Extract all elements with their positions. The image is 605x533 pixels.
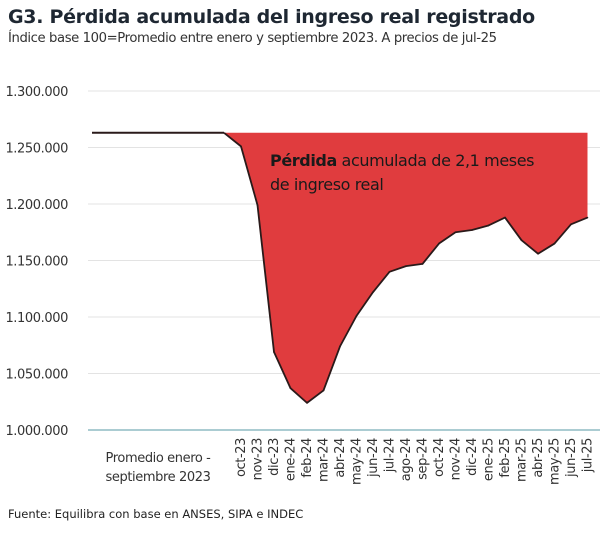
data-point bbox=[273, 351, 275, 353]
data-point bbox=[256, 204, 259, 206]
data-point bbox=[487, 224, 490, 227]
x-tick-label: mar-25 bbox=[515, 438, 530, 482]
data-point bbox=[355, 315, 358, 317]
x-tick-label: oct-23 bbox=[234, 438, 249, 477]
annotation-bold: Pérdida bbox=[270, 151, 337, 170]
annotation-line2: de ingreso real bbox=[270, 175, 383, 194]
data-point bbox=[454, 231, 457, 234]
x-tick-label: dic-23 bbox=[267, 438, 282, 476]
y-tick-label: 1.100.000 bbox=[5, 311, 68, 326]
data-point bbox=[240, 145, 242, 148]
chart-subtitle: Índice base 100=Promedio entre enero y s… bbox=[8, 31, 497, 46]
x-tick-label: feb-25 bbox=[498, 438, 513, 478]
data-point bbox=[471, 229, 473, 231]
x-tick-label: may-25 bbox=[548, 438, 563, 485]
data-point bbox=[322, 389, 325, 392]
data-point bbox=[537, 252, 539, 255]
annotation-rest: acumulada de 2,1 meses bbox=[337, 151, 534, 170]
x-tick-label: nov-23 bbox=[251, 438, 266, 480]
x-tick-label: ago-24 bbox=[399, 438, 414, 481]
loss-area bbox=[224, 132, 588, 403]
data-point bbox=[570, 223, 572, 226]
data-point bbox=[504, 216, 506, 219]
data-point bbox=[306, 402, 308, 404]
x-tick-label: abr-25 bbox=[531, 438, 546, 478]
x-tick-baseline-line2: septiembre 2023 bbox=[106, 470, 211, 485]
x-tick-label: may-24 bbox=[350, 438, 365, 485]
y-tick-label: 1.200.000 bbox=[5, 198, 68, 213]
data-point bbox=[586, 216, 589, 219]
y-tick-label: 1.000.000 bbox=[5, 424, 68, 439]
y-tick-label: 1.150.000 bbox=[5, 255, 68, 270]
data-point bbox=[520, 239, 523, 241]
chart-title: G3. Pérdida acumulada del ingreso real r… bbox=[8, 6, 535, 28]
data-point bbox=[405, 265, 407, 267]
x-tick-label: nov-24 bbox=[449, 438, 464, 480]
y-tick-label: 1.300.000 bbox=[5, 85, 68, 100]
data-point bbox=[372, 291, 374, 293]
x-tick-label: jul-24 bbox=[383, 438, 398, 473]
x-tick-label: jun-24 bbox=[366, 438, 381, 478]
data-point bbox=[289, 387, 292, 389]
data-point bbox=[438, 242, 440, 245]
x-tick-label: mar-24 bbox=[317, 438, 332, 482]
x-tick-label: ene-25 bbox=[482, 438, 497, 481]
x-tick-label: abr-24 bbox=[333, 438, 348, 478]
source-note: Fuente: Equilibra con base en ANSES, SIP… bbox=[8, 507, 304, 521]
x-tick-label: jun-25 bbox=[564, 438, 579, 478]
x-tick-label: sep-24 bbox=[416, 438, 431, 480]
x-tick-label: jul-25 bbox=[581, 438, 596, 473]
x-tick-label: dic-24 bbox=[465, 438, 480, 476]
y-tick-label: 1.050.000 bbox=[5, 368, 68, 383]
data-point bbox=[553, 242, 556, 245]
y-tick-label: 1.250.000 bbox=[5, 142, 68, 157]
x-tick-baseline-line1: Promedio enero - bbox=[106, 451, 212, 466]
data-point bbox=[388, 271, 391, 273]
x-tick-label: feb-24 bbox=[300, 438, 315, 478]
data-point bbox=[421, 263, 424, 265]
x-tick-label: oct-24 bbox=[432, 438, 447, 477]
annotation-line1: Pérdida acumulada de 2,1 meses bbox=[270, 151, 534, 170]
data-point bbox=[339, 345, 341, 348]
x-tick-label: ene-24 bbox=[284, 438, 299, 481]
